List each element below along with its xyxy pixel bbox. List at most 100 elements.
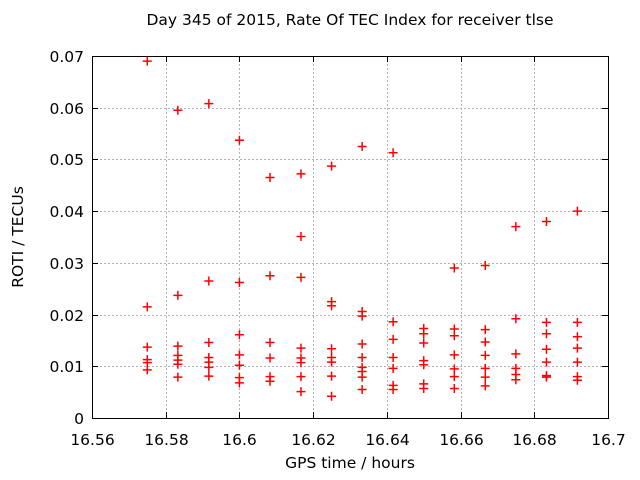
- data-point-marker: [327, 357, 337, 367]
- x-tick-label: 16.7: [591, 431, 626, 449]
- data-point-marker: [357, 385, 367, 395]
- data-point-marker: [449, 350, 459, 360]
- x-tick-label: 16.58: [144, 431, 188, 449]
- data-point-marker: [480, 337, 490, 347]
- data-point-marker: [265, 173, 275, 183]
- x-tick-label: 16.68: [512, 431, 556, 449]
- data-point-marker: [511, 375, 521, 385]
- data-point-marker: [204, 371, 214, 381]
- data-point-marker: [265, 271, 275, 281]
- data-point-marker: [419, 338, 429, 348]
- data-point-marker: [449, 364, 459, 374]
- data-point-marker: [541, 216, 551, 226]
- data-point-marker: [327, 391, 337, 401]
- data-point-marker: [327, 161, 337, 171]
- data-point-marker: [511, 314, 521, 324]
- data-point-marker: [234, 360, 244, 370]
- data-point-marker: [449, 263, 459, 273]
- data-point-marker: [480, 363, 490, 373]
- data-point-marker: [541, 357, 551, 367]
- data-point-marker: [572, 317, 582, 327]
- data-point-marker: [541, 344, 551, 354]
- data-point-marker: [173, 359, 183, 369]
- data-point-marker: [265, 337, 275, 347]
- data-point-marker: [204, 99, 214, 109]
- data-point-marker: [142, 302, 152, 312]
- data-point-marker: [480, 260, 490, 270]
- data-point-marker: [234, 350, 244, 360]
- data-point-marker: [480, 325, 490, 335]
- data-point-marker: [388, 317, 398, 327]
- data-point-marker: [204, 276, 214, 286]
- data-point-marker: [388, 352, 398, 362]
- data-point-marker: [327, 344, 337, 354]
- data-point-marker: [541, 329, 551, 339]
- y-tick-label: 0.07: [49, 48, 84, 66]
- data-point-marker: [449, 331, 459, 341]
- plot-border: [92, 56, 609, 419]
- data-point-marker: [388, 334, 398, 344]
- data-point-marker: [296, 169, 306, 179]
- data-point-marker: [234, 330, 244, 340]
- data-point-marker: [142, 342, 152, 352]
- data-point-marker: [572, 343, 582, 353]
- y-tick-label: 0.06: [49, 100, 84, 118]
- data-point-marker: [173, 341, 183, 351]
- x-tick-label: 16.62: [291, 431, 335, 449]
- data-point-marker: [388, 148, 398, 158]
- data-point-marker: [388, 385, 398, 395]
- data-point-marker: [296, 387, 306, 397]
- y-tick-label: 0.03: [49, 255, 84, 273]
- data-point-marker: [419, 360, 429, 370]
- data-point-marker: [511, 349, 521, 359]
- data-point-marker: [327, 371, 337, 381]
- y-tick-label: 0.02: [49, 307, 84, 325]
- x-axis-label: GPS time / hours: [285, 454, 415, 472]
- data-point-marker: [173, 290, 183, 300]
- data-point-marker: [296, 372, 306, 382]
- data-point-marker: [265, 353, 275, 363]
- data-point-marker: [265, 376, 275, 386]
- data-point-marker: [357, 142, 367, 151]
- y-tick-label: 0.05: [49, 151, 84, 169]
- data-point-marker: [357, 372, 367, 382]
- data-point-marker: [296, 343, 306, 353]
- y-tick-label: 0: [74, 410, 84, 428]
- data-point-marker: [173, 372, 183, 382]
- data-point-marker: [572, 357, 582, 367]
- data-point-marker: [419, 329, 429, 339]
- data-point-marker: [541, 372, 551, 382]
- data-point-marker: [296, 358, 306, 368]
- data-point-marker: [296, 272, 306, 282]
- data-point-marker: [480, 350, 490, 360]
- x-tick-label: 16.6: [222, 431, 257, 449]
- y-axis-label: ROTI / TECUs: [9, 186, 27, 288]
- data-point-marker: [572, 206, 582, 216]
- data-point-marker: [142, 56, 152, 66]
- y-tick-label: 0.01: [49, 358, 84, 376]
- chart-title: Day 345 of 2015, Rate Of TEC Index for r…: [146, 11, 554, 29]
- data-point-marker: [204, 337, 214, 347]
- data-point-marker: [449, 384, 459, 394]
- data-point-marker: [357, 339, 367, 349]
- data-point-marker: [480, 381, 490, 391]
- data-point-marker: [327, 301, 337, 311]
- data-point-marker: [572, 332, 582, 342]
- data-point-marker: [357, 352, 367, 362]
- data-point-marker: [572, 375, 582, 385]
- data-point-marker: [419, 384, 429, 394]
- x-tick-label: 16.64: [365, 431, 409, 449]
- data-point-marker: [480, 372, 490, 382]
- data-point-marker: [449, 372, 459, 382]
- data-point-marker: [388, 363, 398, 373]
- data-point-marker: [234, 278, 244, 288]
- data-point-marker: [204, 362, 214, 372]
- data-point-marker: [541, 317, 551, 327]
- data-point-marker: [357, 311, 367, 321]
- data-point-marker: [234, 135, 244, 145]
- data-point-marker: [234, 378, 244, 388]
- y-tick-label: 0.04: [49, 203, 84, 221]
- data-point-marker: [173, 105, 183, 115]
- data-point-marker: [511, 222, 521, 232]
